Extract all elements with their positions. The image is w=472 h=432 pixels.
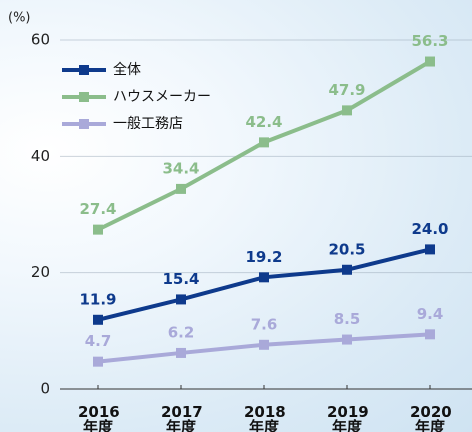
data-label: 20.5 <box>328 240 365 258</box>
data-label: 42.4 <box>245 113 282 131</box>
data-label: 15.4 <box>162 270 199 288</box>
x-tick-label: 2017年度 <box>161 405 201 432</box>
data-point <box>259 340 269 350</box>
legend-marker <box>79 119 89 129</box>
data-point <box>342 265 352 275</box>
data-point <box>425 57 435 67</box>
data-point <box>93 315 103 325</box>
data-label: 9.4 <box>417 305 444 323</box>
data-point <box>93 357 103 367</box>
y-tick-label: 20 <box>31 263 50 281</box>
data-label: 24.0 <box>411 220 448 238</box>
x-tick-label: 2020年度 <box>410 405 450 432</box>
legend-label: ハウスメーカー <box>113 89 211 105</box>
chart: (%) 0 20 40 60 11.9 15.4 19.2 20.5 24.0 全体 27.4 34.… <box>0 0 472 432</box>
legend-label: 一般工務店 <box>113 116 183 132</box>
data-point <box>176 184 186 194</box>
data-label: 27.4 <box>79 200 116 218</box>
legend-marker <box>79 65 89 75</box>
data-point <box>425 244 435 254</box>
data-label: 4.7 <box>85 332 112 350</box>
data-point <box>93 225 103 235</box>
data-point <box>259 272 269 282</box>
data-label: 7.6 <box>251 315 278 333</box>
data-point <box>342 335 352 345</box>
data-label: 8.5 <box>334 310 361 328</box>
data-point <box>176 294 186 304</box>
data-label: 6.2 <box>168 323 195 341</box>
y-tick-label: 40 <box>31 147 50 165</box>
data-point <box>342 105 352 115</box>
data-label: 34.4 <box>162 159 199 177</box>
plot: (%) 0 20 40 60 11.9 15.4 19.2 20.5 24.0 全体 27.4 34.… <box>0 0 472 432</box>
data-point <box>259 137 269 147</box>
y-unit: (%) <box>8 11 31 26</box>
legend-label: 全体 <box>113 61 141 78</box>
y-tick-label: 60 <box>31 31 50 49</box>
data-point <box>176 348 186 358</box>
y-tick-label: 0 <box>40 380 50 398</box>
data-label: 47.9 <box>328 81 365 99</box>
data-point <box>425 329 435 339</box>
x-tick-label: 2018年度 <box>244 405 284 432</box>
data-label: 56.3 <box>411 32 448 50</box>
data-label: 19.2 <box>245 248 282 266</box>
data-label: 11.9 <box>79 290 116 308</box>
x-tick-label: 2019年度 <box>327 405 367 432</box>
x-tick-label: 2016年度 <box>78 405 118 432</box>
legend-marker <box>79 92 89 102</box>
